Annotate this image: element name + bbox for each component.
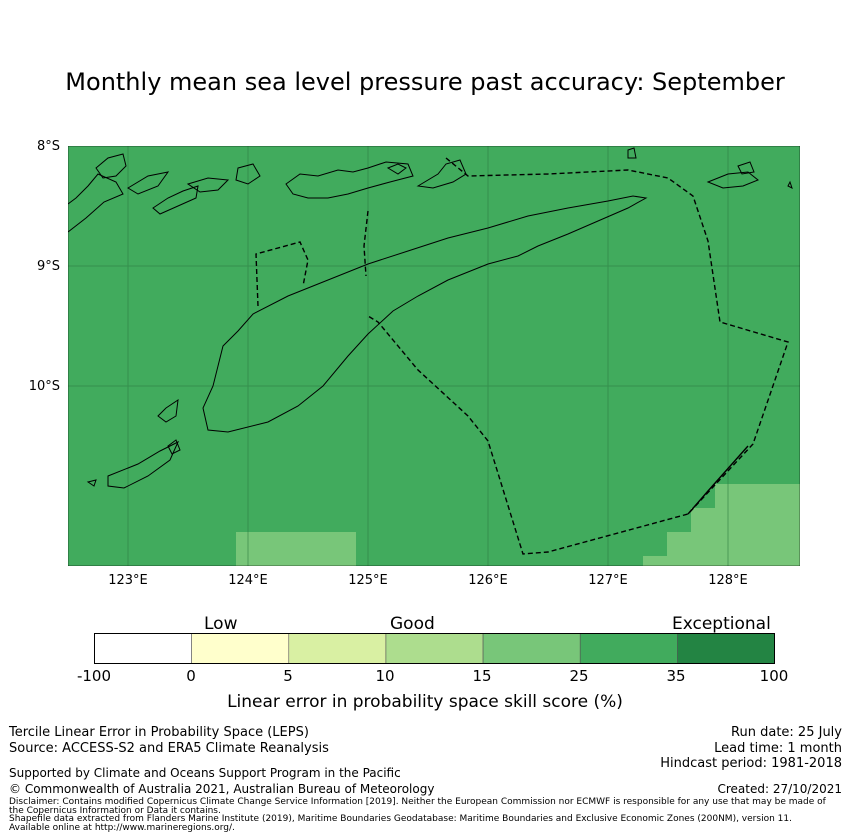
method-text: Tercile Linear Error in Probability Spac… [9,725,309,740]
lon-label-127e: 127°E [588,573,628,588]
lat-label-8s: 8°S [36,139,60,154]
colorbar-tick: 0 [186,667,196,685]
gridlines [68,146,800,566]
colorbar-tick: -100 [76,667,112,685]
hindcast-text: Hindcast period: 1981-2018 [660,756,842,771]
legend-category-exceptional: Exceptional [672,614,771,634]
colorbar-cell [385,633,484,664]
legend-category-low: Low [204,614,238,634]
colorbar-tick: 25 [569,667,589,685]
colorbar-tick: 15 [472,667,492,685]
shapefile-line-1: Shapefile data extracted from Flanders M… [9,814,792,824]
maritime-boundary [255,157,789,555]
colorbar-cell [288,633,387,664]
colorbar-cell [482,633,581,664]
lon-label-123e: 123°E [108,573,148,588]
colorbar-title: Linear error in probability space skill … [227,692,623,712]
created-text: Created: 27/10/2021 [717,782,842,796]
chart-title: Monthly mean sea level pressure past acc… [65,68,785,96]
colorbar [94,633,775,664]
lat-label-9s: 9°S [36,259,60,274]
lon-label-125e: 125°E [348,573,388,588]
map-background [68,146,800,566]
colorbar-cell [677,633,775,664]
colorbar-cell [579,633,678,664]
colorbar-cell [94,633,192,664]
colorbar-tick: 100 [759,667,789,685]
lead-time-text: Lead time: 1 month [714,741,842,756]
lon-label-124e: 124°E [228,573,268,588]
skill-patch-east [643,484,800,566]
map [68,146,800,566]
copyright-text: © Commonwealth of Australia 2021, Austra… [9,782,435,796]
disclaimer-line-1: Disclaimer: Contains modified Copernicus… [9,797,826,807]
colorbar-tick: 35 [666,667,686,685]
colorbar-tick: 5 [283,667,293,685]
lat-label-10s: 10°S [28,379,60,394]
colorbar-tick: 10 [375,667,395,685]
lon-label-128e: 128°E [708,573,748,588]
support-text: Supported by Climate and Oceans Support … [9,766,401,780]
colorbar-cell [191,633,290,664]
shapefile-line-2: Available online at http://www.marinereg… [9,823,235,833]
disclaimer-line-2: the Copernicus Information or Data it co… [9,806,221,816]
legend-category-good: Good [390,614,435,634]
lon-label-126e: 126°E [468,573,508,588]
coastlines [68,147,793,489]
source-text: Source: ACCESS-S2 and ERA5 Climate Reana… [9,741,329,756]
skill-patch-west [236,532,356,566]
run-date-text: Run date: 25 July [731,725,842,740]
